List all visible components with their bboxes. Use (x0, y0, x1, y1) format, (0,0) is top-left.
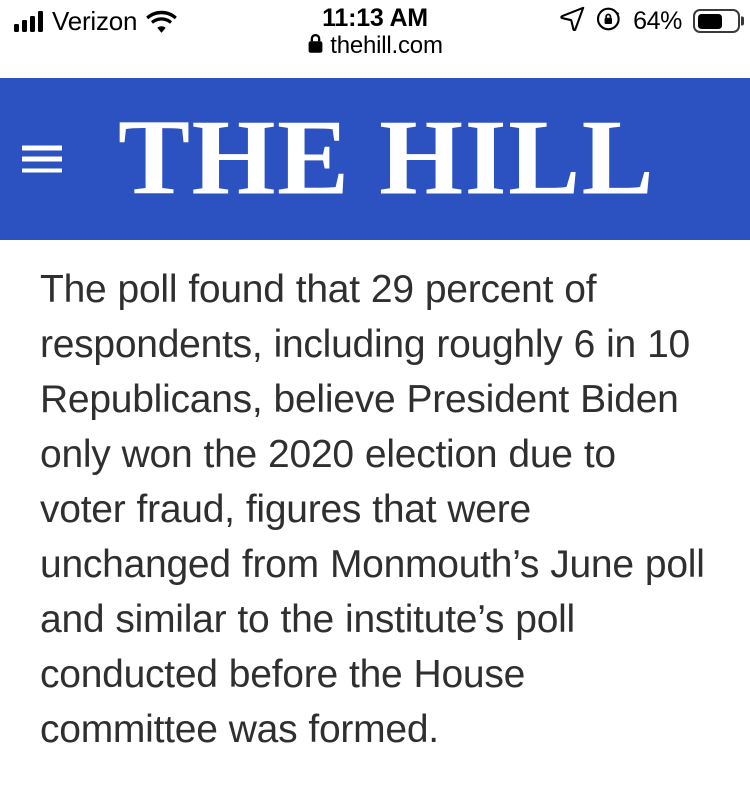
article-body: The poll found that 29 percent of respon… (0, 240, 750, 757)
status-bar-right-group: 64% (560, 6, 740, 36)
status-bar: Verizon 11:13 AM thehill.com (0, 0, 750, 78)
site-origin-label: thehill.com (330, 32, 443, 59)
signal-bars-icon (14, 10, 43, 32)
battery-fill (697, 13, 722, 29)
hamburger-menu-icon[interactable] (22, 145, 62, 173)
wifi-icon (146, 10, 178, 33)
status-bar-center-group: 11:13 AM thehill.com (0, 4, 750, 60)
carrier-label: Verizon (52, 6, 138, 36)
site-origin-group[interactable]: thehill.com (307, 32, 443, 60)
site-header: THE HILL (0, 78, 750, 240)
battery-icon (693, 9, 740, 33)
clock-label: 11:13 AM (322, 4, 428, 32)
location-arrow-icon (560, 6, 585, 36)
rotation-lock-icon (596, 6, 622, 37)
status-bar-left-group: Verizon (14, 6, 178, 36)
lock-icon (307, 33, 324, 59)
site-logo[interactable]: THE HILL (118, 98, 656, 218)
battery-percent-label: 64% (633, 6, 682, 35)
article-paragraph: The poll found that 29 percent of respon… (40, 268, 705, 751)
